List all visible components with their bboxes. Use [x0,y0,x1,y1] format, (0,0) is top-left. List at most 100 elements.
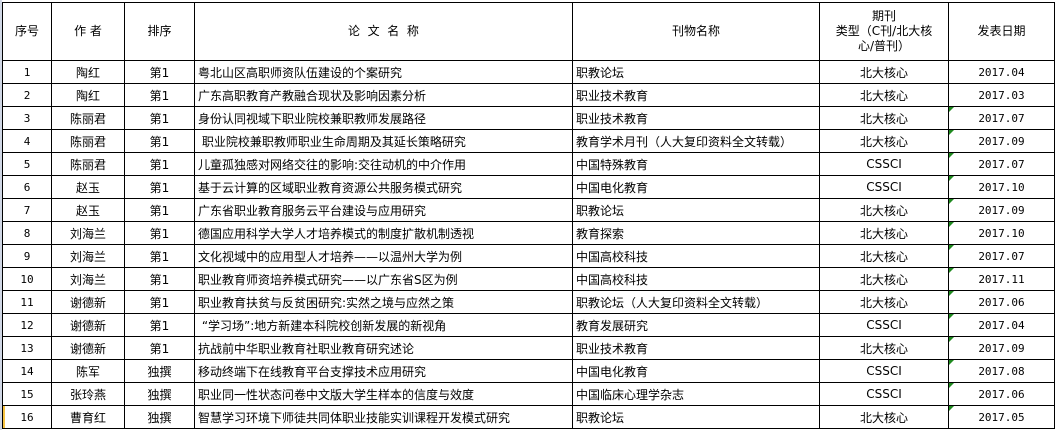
cell-type[interactable]: CSSCI [819,152,949,176]
header-author[interactable]: 作 者 [51,2,125,61]
cell-title[interactable]: 德国应用科学大学人才培养模式的制度扩散机制透视 [194,221,573,245]
cell-date[interactable]: 2017.05 [948,405,1055,429]
cell-author[interactable]: 刘海兰 [51,267,125,291]
cell-title[interactable]: 广东省职业教育服务云平台建设与应用研究 [194,198,573,222]
cell-rank[interactable]: 第1 [124,152,195,176]
cell-title[interactable]: 职业院校兼职教师职业生命周期及其延长策略研究 [194,129,573,153]
cell-index[interactable]: 11 [2,290,52,314]
cell-journal[interactable]: 中国高校科技 [572,267,820,291]
cell-type[interactable]: CSSCI [819,313,949,337]
cell-date[interactable]: 2017.06 [948,290,1055,314]
cell-rank[interactable]: 第1 [124,267,195,291]
cell-title[interactable]: 身份认同视域下职业院校兼职教师发展路径 [194,106,573,130]
cell-journal[interactable]: 职教论坛（人大复印资料全文转载） [572,290,820,314]
cell-journal[interactable]: 中国电化教育 [572,175,820,199]
header-type[interactable]: 期刊 类型（C刊/北大核心/普刊） [819,2,949,61]
cell-index[interactable]: 1 [2,60,52,84]
cell-author[interactable]: 赵玉 [51,198,125,222]
cell-rank[interactable]: 第1 [124,336,195,360]
cell-rank[interactable]: 第1 [124,313,195,337]
cell-author[interactable]: 陶红 [51,60,125,84]
cell-author[interactable]: 曹育红 [51,405,125,429]
cell-rank[interactable]: 第1 [124,290,195,314]
cell-journal[interactable]: 职业技术教育 [572,336,820,360]
cell-type[interactable]: 北大核心 [819,198,949,222]
header-index[interactable]: 序号 [2,2,52,61]
header-title[interactable]: 论 文 名 称 [194,2,573,61]
cell-journal[interactable]: 职教论坛 [572,198,820,222]
cell-journal[interactable]: 职教论坛 [572,405,820,429]
cell-rank[interactable]: 独撰 [124,359,195,383]
cell-journal[interactable]: 中国临床心理学杂志 [572,382,820,406]
cell-index[interactable]: 15 [2,382,52,406]
cell-type[interactable]: 北大核心 [819,405,949,429]
cell-date[interactable]: 2017.09 [948,129,1055,153]
cell-rank[interactable]: 独撰 [124,382,195,406]
cell-date[interactable]: 2017.09 [948,198,1055,222]
cell-index[interactable]: 10 [2,267,52,291]
cell-rank[interactable]: 第1 [124,175,195,199]
cell-index[interactable]: 16 [2,405,52,429]
cell-index[interactable]: 2 [2,83,52,107]
cell-rank[interactable]: 第1 [124,129,195,153]
cell-title[interactable]: 职业同一性状态问卷中文版大学生样本的信度与效度 [194,382,573,406]
cell-index[interactable]: 5 [2,152,52,176]
cell-title[interactable]: “学习场”:地方新建本科院校创新发展的新视角 [194,313,573,337]
cell-title[interactable]: 广东高职教育产教融合现状及影响因素分析 [194,83,573,107]
cell-title[interactable]: 移动终端下在线教育平台支撑技术应用研究 [194,359,573,383]
cell-author[interactable]: 陈丽君 [51,129,125,153]
cell-type[interactable]: 北大核心 [819,106,949,130]
cell-index[interactable]: 7 [2,198,52,222]
cell-author[interactable]: 刘海兰 [51,244,125,268]
cell-date[interactable]: 2017.04 [948,313,1055,337]
cell-author[interactable]: 谢德新 [51,290,125,314]
cell-title[interactable]: 抗战前中华职业教育社职业教育研究述论 [194,336,573,360]
cell-type[interactable]: 北大核心 [819,290,949,314]
cell-type[interactable]: 北大核心 [819,83,949,107]
cell-type[interactable]: CSSCI [819,175,949,199]
cell-index[interactable]: 12 [2,313,52,337]
cell-type[interactable]: 北大核心 [819,129,949,153]
cell-date[interactable]: 2017.03 [948,83,1055,107]
cell-rank[interactable]: 第1 [124,83,195,107]
cell-journal[interactable]: 教育探索 [572,221,820,245]
cell-date[interactable]: 2017.08 [948,359,1055,383]
cell-title[interactable]: 文化视域中的应用型人才培养——以温州大学为例 [194,244,573,268]
cell-date[interactable]: 2017.07 [948,106,1055,130]
cell-journal[interactable]: 教育学术月刊（人大复印资料全文转载） [572,129,820,153]
cell-title[interactable]: 职业教育师资培养模式研究——以广东省S区为例 [194,267,573,291]
cell-journal[interactable]: 职教论坛 [572,60,820,84]
cell-author[interactable]: 陈丽君 [51,152,125,176]
cell-author[interactable]: 陶红 [51,83,125,107]
cell-rank[interactable]: 第1 [124,198,195,222]
cell-title[interactable]: 职业教育扶贫与反贫困研究:实然之境与应然之策 [194,290,573,314]
cell-title[interactable]: 基于云计算的区域职业教育资源公共服务模式研究 [194,175,573,199]
cell-author[interactable]: 赵玉 [51,175,125,199]
cell-index[interactable]: 8 [2,221,52,245]
header-journal[interactable]: 刊物名称 [572,2,820,61]
cell-date[interactable]: 2017.10 [948,175,1055,199]
cell-rank[interactable]: 第1 [124,244,195,268]
cell-type[interactable]: CSSCI [819,359,949,383]
cell-author[interactable]: 刘海兰 [51,221,125,245]
cell-rank[interactable]: 第1 [124,106,195,130]
cell-journal[interactable]: 中国电化教育 [572,359,820,383]
cell-index[interactable]: 6 [2,175,52,199]
cell-index[interactable]: 4 [2,129,52,153]
cell-author[interactable]: 谢德新 [51,336,125,360]
cell-rank[interactable]: 第1 [124,221,195,245]
cell-title[interactable]: 儿童孤独感对网络交往的影响:交往动机的中介作用 [194,152,573,176]
cell-type[interactable]: 北大核心 [819,244,949,268]
cell-date[interactable]: 2017.07 [948,244,1055,268]
cell-rank[interactable]: 独撰 [124,405,195,429]
cell-author[interactable]: 陈丽君 [51,106,125,130]
cell-date[interactable]: 2017.07 [948,152,1055,176]
cell-date[interactable]: 2017.09 [948,336,1055,360]
cell-date[interactable]: 2017.04 [948,60,1055,84]
cell-journal[interactable]: 教育发展研究 [572,313,820,337]
cell-index[interactable]: 13 [2,336,52,360]
cell-index[interactable]: 3 [2,106,52,130]
cell-index[interactable]: 14 [2,359,52,383]
cell-date[interactable]: 2017.06 [948,382,1055,406]
cell-date[interactable]: 2017.10 [948,221,1055,245]
